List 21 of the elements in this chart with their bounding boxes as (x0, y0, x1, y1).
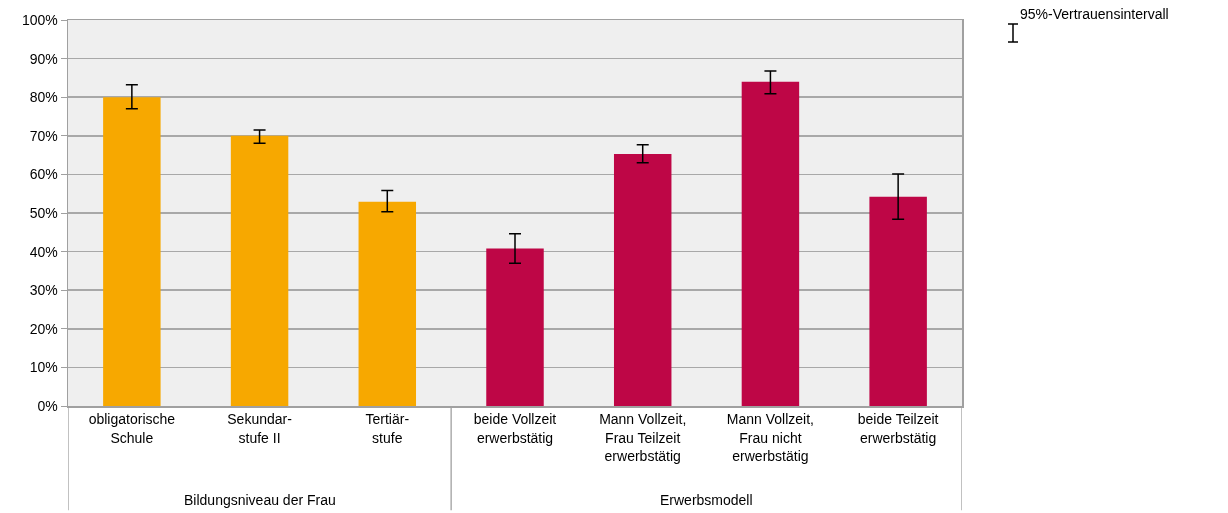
x-tick-label: obligatorische Schule (88, 411, 176, 446)
x-tick-label: Sekundar- stufe II (227, 411, 293, 446)
y-tick-label: 80% (29, 89, 58, 106)
x-tick-label: Mann Vollzeit, Frau Teilzeit erwerbstätig (599, 411, 687, 464)
y-tick-label: 50% (29, 204, 58, 221)
y-tick-label: 10% (29, 359, 58, 376)
x-tick-label: beide Teilzeit erwerbstätig (857, 411, 939, 446)
y-tick-label: 70% (29, 127, 58, 144)
y-tick-label: 60% (29, 166, 58, 183)
text: Bildungsniveau der Frau (184, 492, 336, 508)
y-tick-label: 20% (29, 320, 58, 337)
text: Erwerbsmodell (660, 492, 753, 508)
x-tick-label: beide Vollzeit erwerbstätig (473, 411, 557, 446)
y-tick-label: 0% (37, 397, 58, 414)
y-tick-label: 100% (21, 11, 58, 28)
y-tick-label: 90% (29, 50, 58, 67)
x-tick-label: Tertiär- stufe (365, 411, 410, 446)
y-tick-label: 40% (29, 243, 58, 260)
y-tick-label: 30% (29, 282, 58, 299)
text: 95%-Vertrauensintervall (1020, 6, 1169, 22)
x-tick-label: Mann Vollzeit, Frau nicht erwerbstätig (726, 411, 815, 464)
